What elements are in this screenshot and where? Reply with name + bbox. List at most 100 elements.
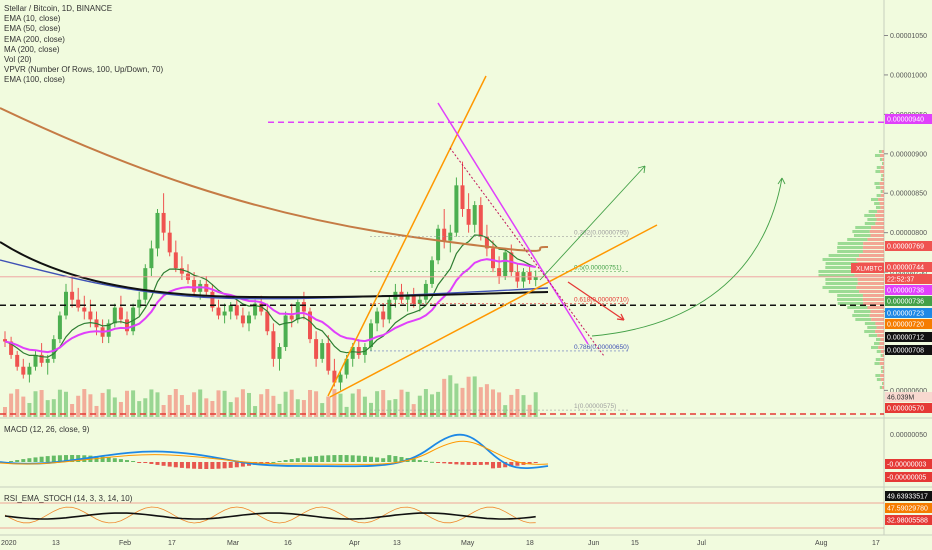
vp-bar-down <box>869 314 884 317</box>
indicator-vol[interactable]: Vol (20) <box>4 55 32 65</box>
volume-bar <box>39 390 44 417</box>
vp-bar-down <box>859 254 884 257</box>
vp-bar-up <box>879 386 883 389</box>
macd-hist-bar <box>478 462 483 465</box>
volume-bar <box>82 389 87 417</box>
macd-hist-bar <box>399 457 404 462</box>
x-tick-label: Apr <box>349 540 361 547</box>
projection-up-head <box>637 165 646 174</box>
candle-body <box>118 307 123 320</box>
rsi-label[interactable]: RSI_EMA_STOCH (14, 3, 3, 14, 10) <box>4 494 133 503</box>
candle-body <box>369 323 373 348</box>
volume-bar <box>265 389 270 417</box>
volume-bar <box>350 393 355 417</box>
y-tick-label: 0.00000750 <box>890 270 927 277</box>
vp-bar-up <box>822 258 857 261</box>
vp-bar-up <box>879 158 883 161</box>
indicator-vpvr[interactable]: VPVR (Number Of Rows, 100, Up/Down, 70) <box>4 65 164 75</box>
volume-bar <box>210 401 215 417</box>
macd-hist-bar <box>301 457 306 462</box>
vp-bar-down <box>882 354 884 357</box>
vp-bar-up <box>876 194 881 197</box>
candle-body <box>472 205 477 225</box>
vp-bar-down <box>878 198 884 201</box>
volume-bar <box>362 396 367 417</box>
vp-bar-up <box>875 206 881 209</box>
macd-hist-bar <box>94 456 99 462</box>
volume-bar <box>308 389 312 417</box>
price-tag: 0.00000736 <box>887 299 924 306</box>
vp-bar-down <box>875 330 884 333</box>
vp-bar-down <box>875 322 884 325</box>
volume-bar <box>137 401 142 417</box>
vp-bar-up <box>880 178 883 181</box>
vp-bar-up <box>874 362 880 365</box>
price-tag: 0.00000738 <box>887 288 924 295</box>
volume-bar <box>399 389 404 417</box>
fib-label: 1(0.00000575) <box>574 403 616 410</box>
candle-body <box>344 358 349 375</box>
macd-hist-bar <box>497 462 502 468</box>
vp-bar-down <box>876 218 884 221</box>
volume-bar <box>295 399 300 417</box>
vp-bar-down <box>879 362 884 365</box>
volume-bar <box>155 392 160 417</box>
indicator-ema50[interactable]: EMA (50, close) <box>4 24 61 34</box>
candle-body <box>436 228 441 261</box>
macd-label[interactable]: MACD (12, 26, close, 9) <box>4 425 90 434</box>
macd-hist-bar <box>204 462 209 469</box>
y-tick-label: 0.00000600 <box>890 388 927 395</box>
macd-hist-bar <box>393 456 398 462</box>
x-tick-label: 17 <box>168 540 176 547</box>
volume-bar <box>33 391 38 417</box>
volume-bar <box>289 389 294 417</box>
volume-bar <box>118 401 123 417</box>
vp-bar-down <box>881 150 884 153</box>
price-tag-bg <box>885 114 932 124</box>
x-tick-label: Feb <box>119 540 131 547</box>
vp-bar-down <box>879 202 884 205</box>
rsi-tag-bg <box>885 503 932 513</box>
vp-bar-down <box>871 318 884 321</box>
candle-body <box>192 279 197 292</box>
macd-hist-bar <box>210 462 215 469</box>
vp-bar-up <box>874 154 880 157</box>
macd-hist-bar <box>430 461 434 463</box>
volume-bar <box>253 406 258 417</box>
indicator-ema10[interactable]: EMA (10, close) <box>4 14 61 24</box>
volume-bar <box>332 389 337 417</box>
recovery-head <box>777 177 786 185</box>
macd-hist-bar <box>155 462 160 465</box>
indicator-ema200[interactable]: EMA (200, close) <box>4 34 65 44</box>
macd-hist-bar <box>27 458 32 462</box>
candle-body <box>82 307 87 312</box>
macd-hist-bar <box>265 462 270 463</box>
volume-bar <box>301 400 306 417</box>
vp-bar-up <box>867 218 877 221</box>
candle-body <box>375 311 380 324</box>
vp-bar-down <box>862 250 884 253</box>
volume-bar <box>198 389 203 417</box>
price-tag: 22:52:37 <box>887 277 914 284</box>
candle-body <box>417 299 422 304</box>
volume-bar <box>466 376 471 417</box>
indicator-ema100[interactable]: EMA (100, close) <box>4 75 65 85</box>
candle-body <box>179 268 184 274</box>
macd-tag-bg <box>885 459 932 469</box>
wedge-dotted <box>449 147 605 357</box>
candle-body <box>533 276 538 280</box>
volume-bar <box>15 389 20 417</box>
symbol-title[interactable]: Stellar / Bitcoin, 1D, BINANCE <box>4 4 113 13</box>
candle-body <box>51 339 56 359</box>
volume-bar <box>393 399 398 417</box>
candle-body <box>9 341 14 355</box>
indicator-ma200[interactable]: MA (200, close) <box>4 44 60 54</box>
channel-upper <box>327 75 487 397</box>
vp-bar-up <box>825 262 858 265</box>
macd-hist-bar <box>295 458 300 462</box>
price-tag: 0.00000708 <box>887 348 924 355</box>
candle-body <box>131 307 136 332</box>
price-tag-bg <box>885 262 932 272</box>
macd-hist-bar <box>484 462 489 465</box>
